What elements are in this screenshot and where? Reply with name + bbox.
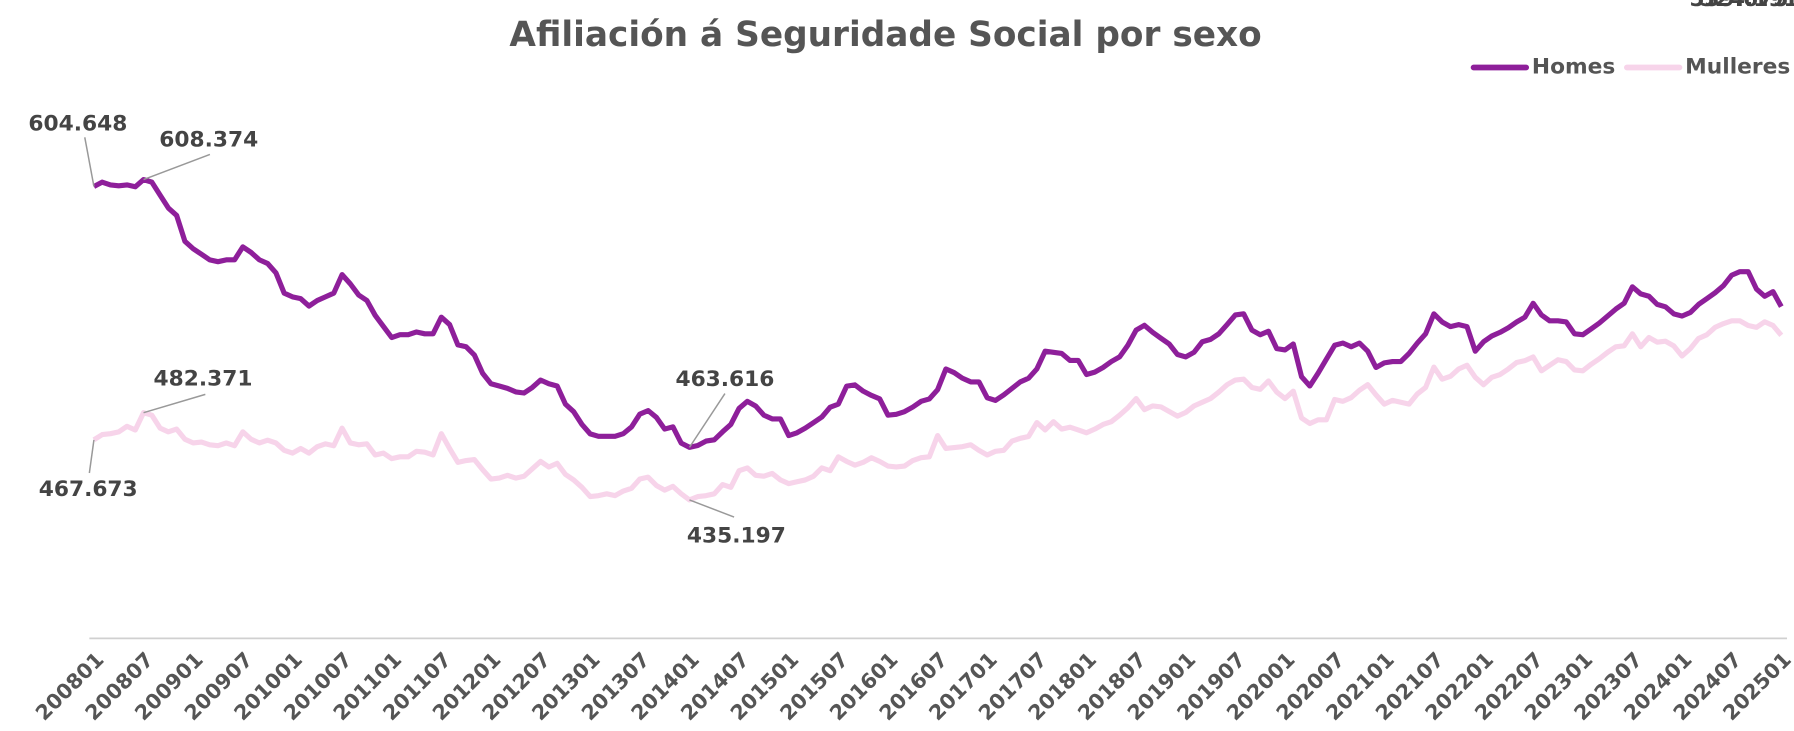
line-series xyxy=(92,318,1784,503)
value-label: 463.616 xyxy=(675,367,774,392)
line-series xyxy=(92,177,1784,450)
value-label: 524.191 xyxy=(1700,0,1794,12)
value-label: 482.371 xyxy=(154,366,253,391)
leader-line xyxy=(143,393,206,414)
value-label: 467.673 xyxy=(39,477,138,502)
value-label: 435.197 xyxy=(687,524,786,549)
value-label: 604.648 xyxy=(28,112,127,137)
leader-line xyxy=(689,499,735,518)
value-label: 539.675 xyxy=(1689,0,1788,12)
leader-line xyxy=(688,393,726,448)
legend-label: Mulleres xyxy=(1685,54,1790,79)
value-label: 608.374 xyxy=(159,128,258,153)
chart-title: Afiliación á Seguridade Social por sexo xyxy=(509,15,1261,55)
leader-line xyxy=(84,137,95,187)
leader-line xyxy=(88,439,95,474)
leader-line xyxy=(143,153,211,181)
legend-label: Homes xyxy=(1532,54,1615,79)
